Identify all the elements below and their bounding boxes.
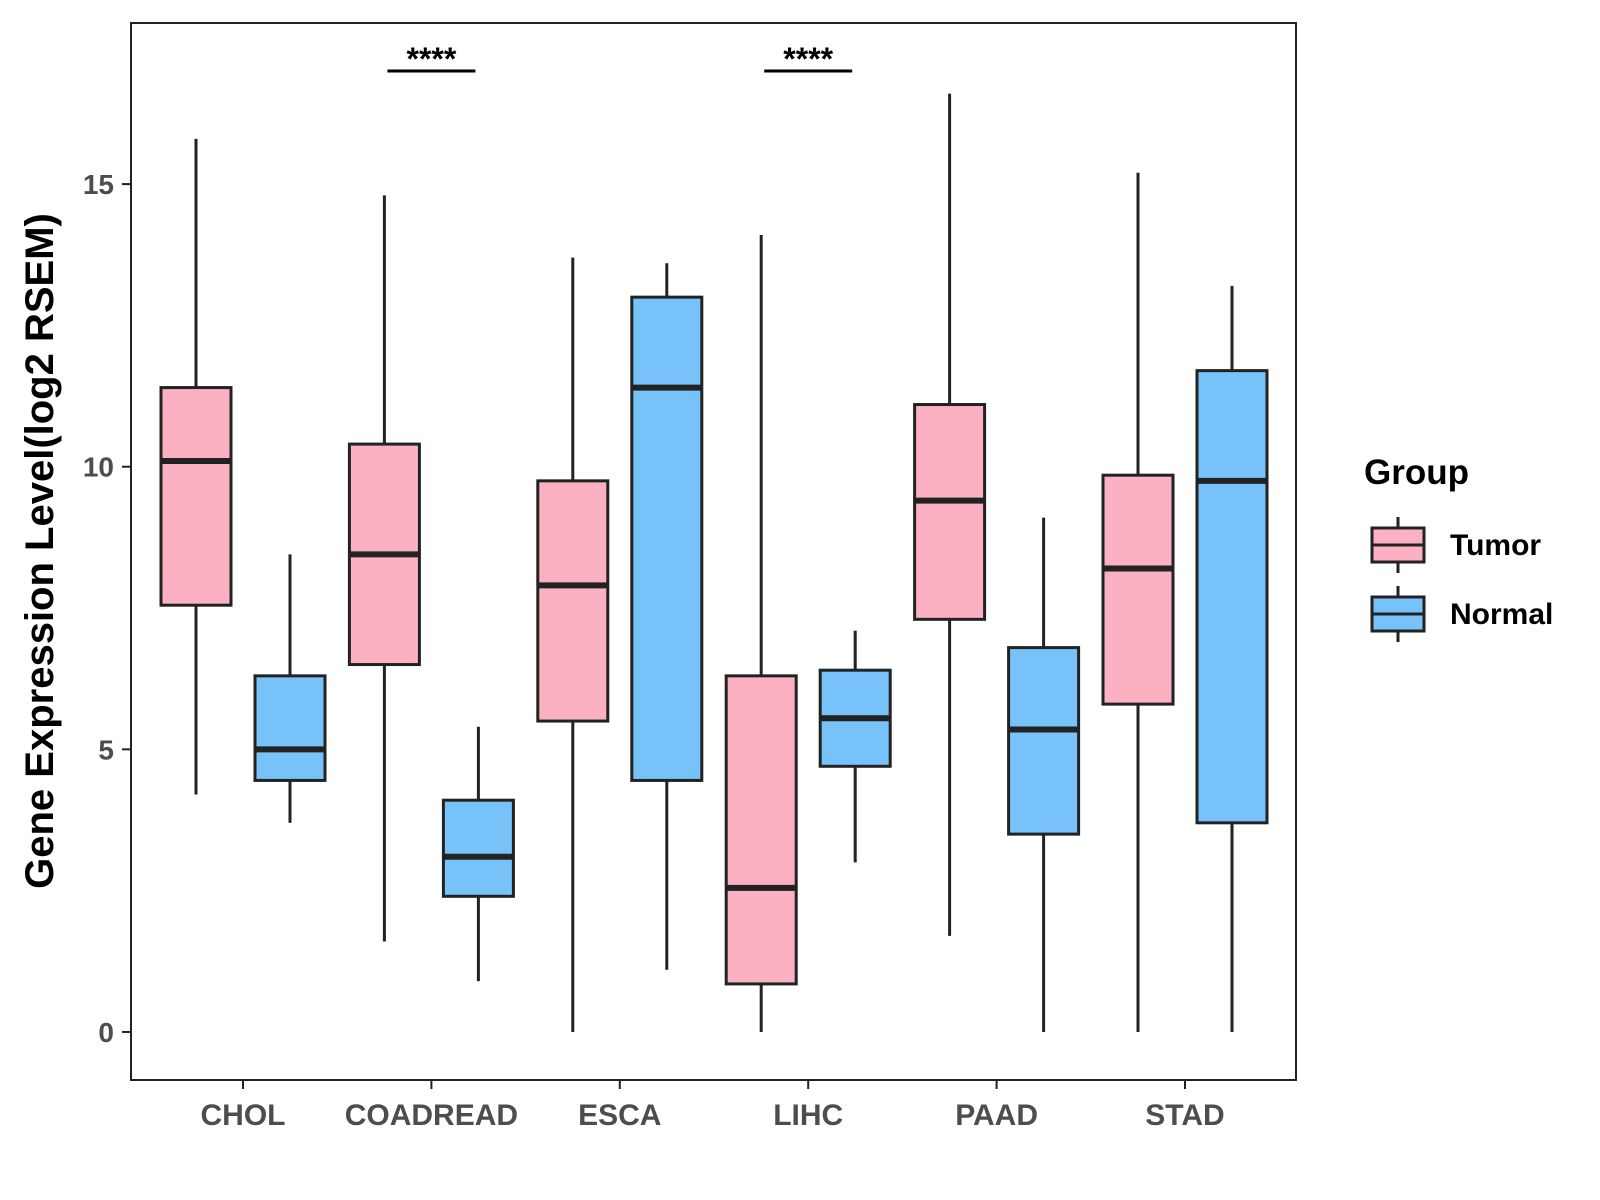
y-axis-title: Gene Expression Level(log2 RSEM) (18, 213, 62, 889)
y-axis: 0 5 10 15 (83, 169, 131, 1048)
box-tumor-chol (159, 138, 233, 795)
box-normal-paad (1007, 517, 1081, 1032)
y-tick-label: 10 (83, 452, 114, 483)
box-normal-coadread (441, 726, 515, 982)
box-body (159, 386, 233, 607)
box-normal-stad (1195, 285, 1269, 1032)
box-body (913, 403, 987, 621)
significance-label: **** (783, 41, 833, 77)
legend-key-tumor: Tumor (1370, 517, 1541, 573)
box-tumor-stad (1101, 172, 1175, 1032)
box-tumor-paad (913, 93, 987, 936)
box-body (1007, 646, 1081, 836)
y-tick-label: 5 (98, 734, 114, 765)
y-tick-label: 15 (83, 169, 114, 200)
box-normal-lihc (818, 630, 892, 863)
legend: Group Tumor Normal (1364, 453, 1553, 642)
box-body (441, 798, 515, 898)
box-body (1195, 369, 1269, 825)
x-tick-label: STAD (1145, 1099, 1224, 1132)
legend-label: Normal (1450, 598, 1553, 631)
x-tick-label: PAAD (955, 1099, 1038, 1132)
x-tick-label: ESCA (578, 1099, 661, 1132)
box-body (630, 295, 704, 782)
legend-title: Group (1364, 453, 1469, 492)
box-body (253, 674, 327, 782)
x-tick-label: COADREAD (345, 1099, 518, 1132)
x-tick-label: LIHC (773, 1099, 843, 1132)
box-normal-esca (630, 263, 704, 970)
box-tumor-coadread (347, 195, 421, 942)
box-body (724, 674, 798, 986)
x-axis: CHOL COADREAD ESCA LIHC PAAD STAD (201, 1080, 1225, 1132)
box-body (1101, 473, 1175, 706)
box-tumor-lihc (724, 234, 798, 1032)
box-normal-chol (253, 554, 327, 823)
box-body (536, 479, 610, 723)
boxes-layer (159, 93, 1269, 1032)
legend-label: Tumor (1450, 529, 1541, 562)
y-tick-label: 0 (98, 1017, 114, 1048)
significance-label: **** (406, 41, 456, 77)
x-tick-label: CHOL (201, 1099, 286, 1132)
box-tumor-esca (536, 257, 610, 1032)
legend-key-normal: Normal (1370, 586, 1553, 642)
annotations-layer: **** **** (387, 41, 853, 77)
